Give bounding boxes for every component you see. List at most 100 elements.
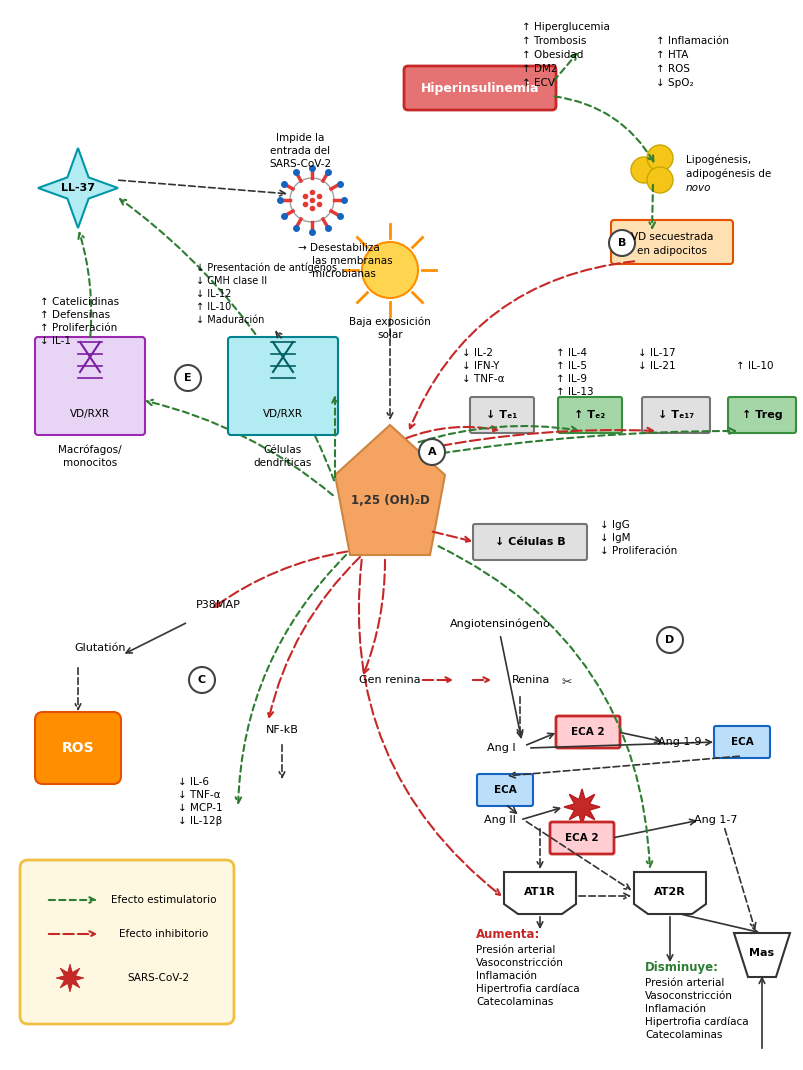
Text: 1,25 (OH)₂D: 1,25 (OH)₂D	[350, 493, 429, 506]
Text: ↓ SpO₂: ↓ SpO₂	[655, 78, 693, 88]
Text: ↑ Trombosis: ↑ Trombosis	[521, 36, 585, 46]
FancyBboxPatch shape	[472, 524, 586, 560]
Text: Disminuye:: Disminuye:	[644, 962, 718, 975]
Text: Catecolaminas: Catecolaminas	[644, 1030, 721, 1040]
Circle shape	[656, 627, 683, 653]
Circle shape	[630, 157, 656, 183]
Text: ↑ Defensinas: ↑ Defensinas	[40, 310, 110, 320]
Text: Renina: Renina	[512, 675, 550, 685]
Circle shape	[175, 365, 201, 391]
Text: Hiperinsulinemia: Hiperinsulinemia	[420, 81, 539, 94]
Text: Efecto inhibitorio: Efecto inhibitorio	[119, 929, 208, 939]
Text: ECA: ECA	[493, 785, 516, 795]
Text: ↑ IL-13: ↑ IL-13	[556, 387, 593, 397]
Text: ↑ ECV: ↑ ECV	[521, 78, 554, 88]
Text: ↓ Maduración: ↓ Maduración	[196, 315, 264, 325]
Polygon shape	[56, 964, 84, 992]
Text: ↓ TNF-α: ↓ TNF-α	[177, 790, 220, 800]
Polygon shape	[38, 148, 118, 228]
Text: → Desestabiliza: → Desestabiliza	[298, 243, 379, 253]
FancyBboxPatch shape	[35, 712, 120, 784]
Text: Impide la: Impide la	[275, 133, 324, 143]
Text: ↑ Inflamación: ↑ Inflamación	[655, 36, 728, 46]
FancyBboxPatch shape	[476, 774, 532, 806]
Text: entrada del: entrada del	[270, 146, 330, 156]
Text: VD/RXR: VD/RXR	[263, 409, 303, 419]
Text: SARS-CoV-2: SARS-CoV-2	[268, 159, 331, 169]
Circle shape	[290, 178, 333, 221]
Text: novo: novo	[685, 183, 711, 193]
FancyBboxPatch shape	[470, 397, 533, 433]
Text: Gen renina: Gen renina	[359, 675, 420, 685]
Text: Glutatión: Glutatión	[74, 643, 125, 653]
Text: SARS-CoV-2: SARS-CoV-2	[127, 973, 189, 983]
Text: Catecolaminas: Catecolaminas	[475, 997, 552, 1007]
Polygon shape	[503, 872, 575, 914]
Text: ✂: ✂	[561, 675, 572, 688]
Text: Vasoconstricción: Vasoconstricción	[644, 991, 732, 1002]
Text: ↓ MCP-1: ↓ MCP-1	[177, 802, 222, 813]
Text: monocitos: monocitos	[63, 458, 117, 468]
FancyBboxPatch shape	[557, 397, 622, 433]
FancyBboxPatch shape	[610, 220, 732, 264]
FancyBboxPatch shape	[549, 822, 613, 854]
Text: AT1R: AT1R	[524, 887, 555, 897]
Text: Baja exposición: Baja exposición	[349, 317, 430, 327]
Text: Hipertrofia cardíaca: Hipertrofia cardíaca	[644, 1016, 748, 1027]
Text: ↑ Catelicidinas: ↑ Catelicidinas	[40, 297, 119, 307]
Text: ↑ IL-5: ↑ IL-5	[556, 361, 586, 371]
Text: ECA: ECA	[730, 737, 752, 747]
Circle shape	[189, 667, 214, 693]
Text: LL-37: LL-37	[61, 183, 95, 193]
Text: ↓ Tₑ₁: ↓ Tₑ₁	[486, 410, 517, 421]
Text: ↑ Hiperglucemia: ↑ Hiperglucemia	[521, 22, 609, 32]
Circle shape	[608, 230, 634, 256]
Text: D: D	[665, 635, 674, 645]
Text: C: C	[198, 675, 206, 685]
Text: ↑ Obesidad: ↑ Obesidad	[521, 50, 583, 60]
Text: ↑ IL-4: ↑ IL-4	[556, 348, 586, 358]
Text: ↓ IgM: ↓ IgM	[599, 533, 630, 542]
Text: Macrófagos/: Macrófagos/	[58, 445, 122, 455]
FancyBboxPatch shape	[20, 860, 234, 1024]
Text: adipogénesis de: adipogénesis de	[685, 169, 770, 180]
Text: ↓ TNF-α: ↓ TNF-α	[462, 374, 503, 384]
Text: ↓ IL-2: ↓ IL-2	[462, 348, 492, 358]
Text: Hipertrofia cardíaca: Hipertrofia cardíaca	[475, 983, 579, 994]
Text: B: B	[617, 238, 626, 248]
Text: Inflamación: Inflamación	[644, 1004, 705, 1014]
Text: Lipogénesis,: Lipogénesis,	[685, 155, 750, 165]
FancyBboxPatch shape	[727, 397, 795, 433]
Text: ↑ IL-10: ↑ IL-10	[196, 302, 231, 312]
Text: NF-kB: NF-kB	[265, 725, 298, 735]
Text: A: A	[427, 447, 436, 457]
Text: ↓ Proliferación: ↓ Proliferación	[599, 546, 676, 556]
Text: Presión arterial: Presión arterial	[644, 978, 724, 988]
Text: ↓ Presentación de antígenos: ↓ Presentación de antígenos	[196, 263, 336, 273]
Text: ↓ IL-6: ↓ IL-6	[177, 777, 209, 788]
Text: Aumenta:: Aumenta:	[475, 929, 540, 942]
Polygon shape	[634, 872, 705, 914]
Text: microbianas: microbianas	[312, 269, 376, 279]
Text: ↑ ROS: ↑ ROS	[655, 64, 689, 74]
Text: ↓ IL-12: ↓ IL-12	[196, 289, 231, 299]
Text: ↑ IL-10: ↑ IL-10	[735, 361, 772, 371]
Text: ↑ DM2: ↑ DM2	[521, 64, 556, 74]
FancyBboxPatch shape	[642, 397, 709, 433]
Text: Ang I: Ang I	[487, 743, 516, 753]
Text: en adipocitos: en adipocitos	[636, 246, 706, 256]
Circle shape	[646, 146, 672, 171]
Polygon shape	[335, 425, 444, 555]
Text: VD secuestrada: VD secuestrada	[630, 232, 712, 242]
Text: P38MAP: P38MAP	[195, 600, 240, 610]
Text: Ang 1-7: Ang 1-7	[693, 815, 737, 825]
Text: ↓ Células B: ↓ Células B	[494, 537, 565, 547]
Text: E: E	[184, 373, 192, 383]
FancyBboxPatch shape	[228, 337, 337, 435]
Text: Vasoconstricción: Vasoconstricción	[475, 958, 563, 968]
Text: ECA 2: ECA 2	[570, 727, 604, 737]
Text: ↑ Proliferación: ↑ Proliferación	[40, 323, 117, 333]
Text: Efecto estimulatorio: Efecto estimulatorio	[111, 895, 217, 905]
Text: Presión arterial: Presión arterial	[475, 945, 555, 956]
Text: solar: solar	[377, 330, 402, 340]
